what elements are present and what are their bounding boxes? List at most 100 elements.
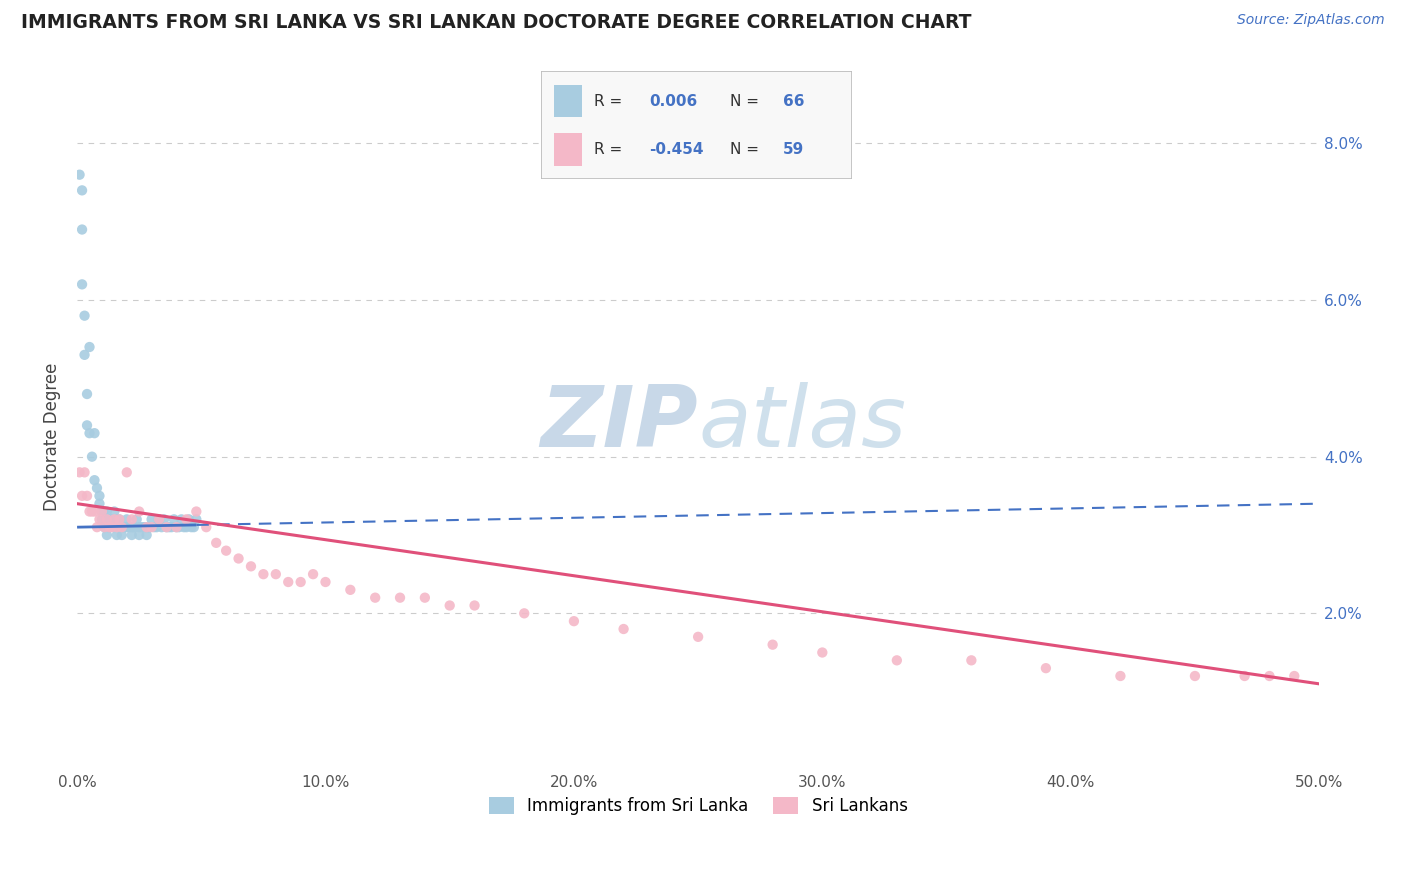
- Point: [170, 512, 193, 526]
- Point: [148, 512, 170, 526]
- Point: [176, 520, 198, 534]
- Point: [141, 520, 163, 534]
- Point: [167, 520, 190, 534]
- Point: [176, 512, 198, 526]
- Point: [134, 520, 156, 534]
- Text: 59: 59: [783, 142, 804, 157]
- Point: [79, 426, 101, 441]
- Text: N =: N =: [730, 94, 763, 109]
- Point: [90, 504, 112, 518]
- Point: [115, 520, 138, 534]
- Point: [315, 574, 337, 589]
- Point: [215, 543, 238, 558]
- Point: [886, 653, 908, 667]
- Text: R =: R =: [593, 94, 627, 109]
- Point: [153, 512, 176, 526]
- Point: [145, 520, 167, 534]
- Point: [96, 504, 118, 518]
- Point: [160, 520, 183, 534]
- Point: [121, 512, 143, 526]
- Text: Source: ZipAtlas.com: Source: ZipAtlas.com: [1237, 13, 1385, 28]
- Point: [339, 582, 361, 597]
- Point: [1233, 669, 1256, 683]
- Point: [121, 528, 143, 542]
- Point: [183, 520, 205, 534]
- Point: [205, 536, 228, 550]
- Point: [131, 520, 153, 534]
- Point: [83, 473, 105, 487]
- Point: [98, 520, 121, 534]
- Point: [186, 504, 208, 518]
- Point: [98, 512, 121, 526]
- Point: [163, 512, 186, 526]
- Point: [76, 418, 98, 433]
- Point: [105, 512, 128, 526]
- Point: [1258, 669, 1281, 683]
- Point: [1184, 669, 1206, 683]
- Point: [173, 520, 195, 534]
- Point: [960, 653, 983, 667]
- Point: [811, 646, 834, 660]
- FancyBboxPatch shape: [554, 86, 582, 118]
- Point: [96, 512, 118, 526]
- Point: [157, 520, 180, 534]
- Point: [76, 387, 98, 401]
- Point: [80, 450, 103, 464]
- Text: atlas: atlas: [699, 383, 905, 466]
- Point: [389, 591, 412, 605]
- Point: [101, 520, 124, 534]
- Point: [112, 520, 135, 534]
- Point: [103, 504, 125, 518]
- Point: [143, 520, 166, 534]
- Point: [125, 512, 148, 526]
- Point: [69, 168, 91, 182]
- Point: [135, 528, 157, 542]
- Point: [180, 520, 202, 534]
- Point: [90, 504, 112, 518]
- Point: [103, 520, 125, 534]
- Point: [228, 551, 250, 566]
- Point: [70, 277, 93, 292]
- Legend: Immigrants from Sri Lanka, Sri Lankans: Immigrants from Sri Lanka, Sri Lankans: [482, 790, 914, 822]
- Point: [108, 512, 131, 526]
- Point: [108, 512, 131, 526]
- Point: [76, 489, 98, 503]
- Point: [166, 520, 188, 534]
- Point: [86, 481, 108, 495]
- Point: [70, 489, 93, 503]
- Point: [111, 528, 134, 542]
- Point: [138, 520, 160, 534]
- Point: [364, 591, 387, 605]
- Point: [73, 466, 96, 480]
- Point: [121, 520, 143, 534]
- Point: [118, 520, 141, 534]
- Point: [103, 512, 125, 526]
- Point: [439, 599, 461, 613]
- Point: [73, 309, 96, 323]
- Point: [93, 504, 115, 518]
- Point: [413, 591, 436, 605]
- Text: -0.454: -0.454: [650, 142, 704, 157]
- Text: ZIP: ZIP: [540, 383, 699, 466]
- Point: [186, 512, 208, 526]
- Point: [135, 520, 157, 534]
- Point: [128, 528, 150, 542]
- FancyBboxPatch shape: [554, 134, 582, 166]
- Point: [105, 528, 128, 542]
- Point: [1109, 669, 1132, 683]
- Point: [83, 426, 105, 441]
- Point: [79, 504, 101, 518]
- Point: [155, 520, 177, 534]
- Point: [86, 520, 108, 534]
- Text: R =: R =: [593, 142, 627, 157]
- Point: [98, 520, 121, 534]
- Point: [166, 520, 188, 534]
- Point: [195, 520, 218, 534]
- Point: [150, 520, 173, 534]
- Point: [302, 567, 325, 582]
- Point: [89, 512, 111, 526]
- Point: [115, 466, 138, 480]
- Point: [128, 520, 150, 534]
- Point: [513, 607, 536, 621]
- Point: [111, 520, 134, 534]
